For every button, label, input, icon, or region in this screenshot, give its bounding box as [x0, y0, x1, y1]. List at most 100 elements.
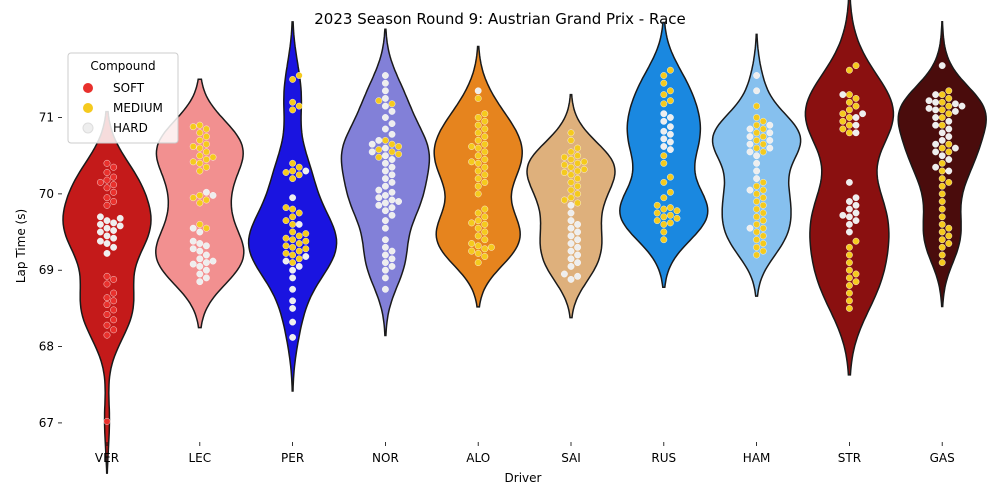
- lap-point: [753, 228, 760, 236]
- lap-point: [746, 133, 754, 141]
- lap-point: [660, 100, 668, 108]
- lap-point: [667, 219, 674, 227]
- lap-point: [103, 224, 111, 232]
- lap-point: [567, 186, 575, 194]
- lap-point: [302, 245, 310, 253]
- lap-point: [381, 259, 389, 266]
- lap-point: [667, 188, 674, 196]
- lap-point: [574, 236, 581, 244]
- lap-point: [567, 163, 575, 171]
- lap-point: [952, 108, 959, 115]
- lap-point: [766, 144, 774, 152]
- lap-point: [846, 259, 853, 266]
- x-tick-label: PER: [281, 451, 304, 465]
- lap-point: [846, 297, 853, 305]
- lap-point: [852, 209, 860, 217]
- lap-point: [746, 224, 754, 232]
- lap-point: [189, 123, 197, 131]
- lap-point: [667, 211, 674, 219]
- lap-point: [196, 220, 204, 228]
- lap-point: [196, 167, 204, 175]
- lap-point: [202, 266, 210, 274]
- lap-point: [381, 114, 389, 121]
- lap-point: [574, 190, 581, 198]
- lap-point: [381, 87, 389, 95]
- lap-point: [103, 311, 111, 318]
- x-axis: VER LEC PER NOR ALO SAI RUS HAM STR GAS: [95, 442, 955, 465]
- lap-point: [381, 136, 389, 144]
- lap-point: [481, 156, 489, 163]
- lap-point: [209, 257, 217, 265]
- lap-point: [753, 243, 760, 251]
- x-tick-label: SAI: [561, 451, 581, 465]
- lap-point: [852, 121, 860, 129]
- lap-point: [474, 144, 482, 152]
- lap-point: [839, 125, 847, 133]
- lap-point: [667, 130, 674, 138]
- lap-point: [395, 143, 402, 150]
- lap-point: [295, 247, 303, 255]
- lap-point: [103, 301, 111, 308]
- lap-point: [468, 219, 475, 227]
- lap-point: [753, 121, 760, 129]
- lap-point: [852, 194, 860, 202]
- lap-point: [567, 255, 575, 263]
- y-tick-label: 69: [39, 263, 54, 277]
- lap-point: [846, 274, 853, 282]
- lap-point: [110, 234, 118, 242]
- lap-point: [938, 220, 946, 228]
- lap-point: [375, 146, 383, 154]
- lap-point: [388, 108, 396, 115]
- lap-point: [667, 114, 674, 121]
- lap-point: [295, 171, 303, 179]
- lap-point: [846, 98, 853, 106]
- lap-point: [289, 243, 296, 251]
- y-tick-label: 68: [39, 340, 54, 354]
- legend-label: HARD: [113, 121, 148, 135]
- lap-point: [945, 167, 953, 175]
- lap-point: [567, 232, 575, 240]
- lap-point: [660, 152, 668, 160]
- lap-point: [653, 201, 661, 209]
- y-axis-label: Lap Time (s): [14, 209, 28, 283]
- lap-point: [481, 213, 489, 221]
- lap-point: [852, 217, 860, 225]
- lap-point: [561, 196, 568, 204]
- lap-point: [938, 236, 946, 244]
- lap-point: [938, 243, 946, 251]
- lap-point: [667, 138, 674, 146]
- lap-point: [567, 201, 575, 209]
- lap-point: [846, 282, 853, 289]
- lap-point: [846, 91, 853, 99]
- lap-point: [289, 333, 296, 341]
- lap-point: [295, 255, 303, 263]
- lap-point: [574, 152, 581, 160]
- lap-point: [759, 217, 767, 225]
- lap-point: [567, 129, 575, 137]
- lap-point: [932, 121, 939, 129]
- lap-point: [481, 125, 489, 133]
- lap-point: [289, 259, 296, 266]
- lap-point: [667, 123, 674, 131]
- lap-point: [561, 153, 568, 161]
- lap-point: [97, 213, 104, 221]
- lap-point: [574, 259, 581, 266]
- lap-point: [375, 153, 383, 161]
- lap-point: [932, 106, 939, 114]
- lap-point: [667, 204, 674, 212]
- chart-title: 2023 Season Round 9: Austrian Grand Prix…: [314, 10, 686, 28]
- lap-point: [753, 129, 760, 137]
- lap-point: [375, 136, 383, 144]
- lap-point: [196, 152, 204, 160]
- lap-point: [952, 100, 959, 108]
- lap-point: [574, 272, 581, 280]
- x-tick-label: VER: [95, 451, 119, 465]
- lap-point: [660, 127, 668, 135]
- lap-point: [567, 194, 575, 202]
- lap-point: [759, 125, 767, 133]
- lap-point: [103, 232, 111, 240]
- lap-point: [103, 272, 111, 280]
- lap-point: [567, 275, 575, 283]
- lap-point: [289, 318, 296, 326]
- lap-point: [295, 220, 303, 228]
